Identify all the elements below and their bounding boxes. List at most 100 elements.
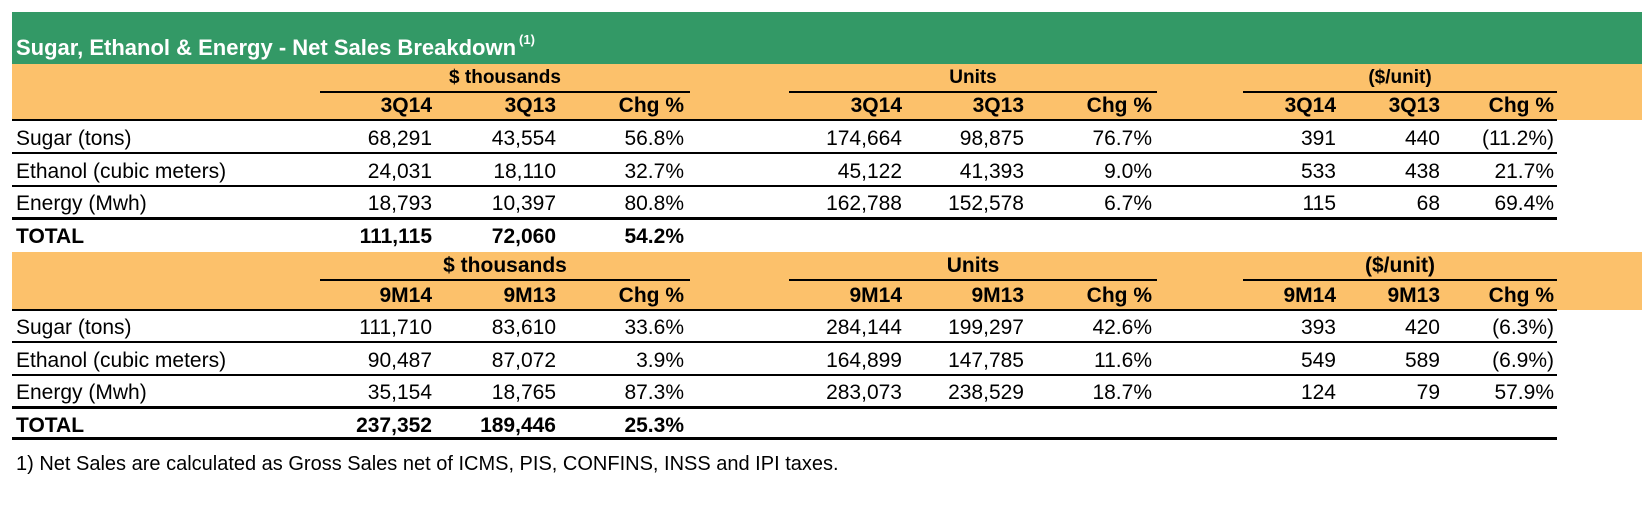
group-header: ($/unit) [1365,254,1435,277]
table-cell: 98,875 [959,127,1024,150]
column-header: Chg % [618,284,684,307]
table-cell: 68 [1416,192,1440,215]
column-header: 3Q14 [380,94,432,117]
total-cell: 189,446 [480,414,556,437]
row-divider [12,341,1557,343]
table-cell: 33.6% [624,316,684,339]
row-label: Sugar (tons) [16,316,132,339]
column-header: Chg % [1086,284,1152,307]
total-cell: 111,115 [359,225,432,248]
table-cell: 90,487 [367,349,432,372]
group-underline [789,91,1157,93]
table-cell: 18.7% [1092,381,1152,404]
table-cell: 152,578 [948,192,1024,215]
table-cell: 440 [1404,127,1440,150]
column-header: 3Q13 [504,94,556,117]
title-footnote-ref: (1) [519,32,535,47]
table-cell: (6.3%) [1492,316,1554,339]
table-cell: 549 [1300,349,1336,372]
table-cell: 32.7% [624,160,684,183]
table-cell: 238,529 [948,381,1024,404]
table-cell: 3.9% [636,349,684,372]
group-header: $ thousands [449,67,561,88]
total-label: TOTAL [16,225,85,248]
group-underline [320,279,690,281]
row-label: Sugar (tons) [16,127,132,150]
table-cell: 438 [1404,160,1440,183]
footnote: 1) Net Sales are calculated as Gross Sal… [16,453,839,475]
group-underline [320,91,690,93]
column-header: 9M14 [849,284,902,307]
column-header: 9M13 [1387,284,1440,307]
column-header: 3Q13 [1388,94,1440,117]
table-title-text: Sugar, Ethanol & Energy - Net Sales Brea… [16,35,517,60]
table-cell: 43,554 [491,127,556,150]
column-header: Chg % [618,94,684,117]
group-underline [789,279,1157,281]
table-cell: 35,154 [367,381,432,404]
table-cell: 115 [1302,192,1336,215]
table-cell: 124 [1300,381,1336,404]
table-cell: 533 [1300,160,1336,183]
table-cell: 18,765 [491,381,556,404]
group-underline [1243,279,1557,281]
column-header: Chg % [1086,94,1152,117]
column-header: 3Q14 [1284,94,1336,117]
table-cell: 87.3% [624,381,684,404]
group-header: ($/unit) [1368,67,1432,88]
table-cell: 18,110 [493,160,556,183]
total-cell: 237,352 [356,414,432,437]
total-cell: 54.2% [624,225,684,248]
header-bottom-rule [12,119,1557,121]
table-cell: (6.9%) [1492,349,1554,372]
total-label: TOTAL [16,414,85,437]
total-top-rule [12,406,1557,409]
table-cell: 162,788 [826,192,902,215]
table-cell: 283,073 [826,381,902,404]
row-label: Ethanol (cubic meters) [16,349,227,372]
column-header: 9M13 [971,284,1024,307]
table-cell: 6.7% [1104,192,1152,215]
row-label: Energy (Mwh) [16,192,147,215]
column-header: 9M14 [379,284,432,307]
table-cell: 391 [1300,127,1336,150]
column-header: Chg % [1488,284,1554,307]
header-band [12,252,1642,310]
row-divider [12,152,1557,154]
table-cell: 24,031 [367,160,432,183]
group-header: Units [946,254,1000,277]
group-header: Units [949,67,997,88]
table-cell: 420 [1404,316,1440,339]
table-cell: 10,397 [491,192,556,215]
table-cell: 147,785 [948,349,1024,372]
row-label: Energy (Mwh) [16,381,147,404]
column-header: Chg % [1488,94,1554,117]
table-cell: 80.8% [624,192,684,215]
table-cell: 69.4% [1494,192,1554,215]
group-underline [1243,91,1557,93]
column-header: 9M14 [1283,284,1336,307]
table-cell: 87,072 [491,349,556,372]
table-cell: 589 [1404,349,1440,372]
table-cell: 11.6% [1094,349,1152,372]
table-cell: 21.7% [1494,160,1554,183]
header-bottom-rule [12,309,1557,311]
table-cell: 45,122 [837,160,902,183]
row-divider [12,185,1557,187]
table-bottom-rule [12,437,1557,440]
table-cell: 42.6% [1092,316,1152,339]
table-cell: 76.7% [1092,127,1152,150]
table-cell: 56.8% [624,127,684,150]
table-cell: 9.0% [1104,160,1152,183]
table-cell: 57.9% [1494,381,1554,404]
table-cell: 68,291 [367,127,432,150]
table-cell: 83,610 [491,316,556,339]
row-label: Ethanol (cubic meters) [16,160,227,183]
column-header: 3Q13 [972,94,1024,117]
total-cell: 25.3% [624,414,684,437]
table-cell: 393 [1300,316,1336,339]
table-cell: 284,144 [826,316,902,339]
table-cell: 18,793 [367,192,432,215]
total-cell: 72,060 [491,225,556,248]
table-cell: 41,393 [959,160,1024,183]
